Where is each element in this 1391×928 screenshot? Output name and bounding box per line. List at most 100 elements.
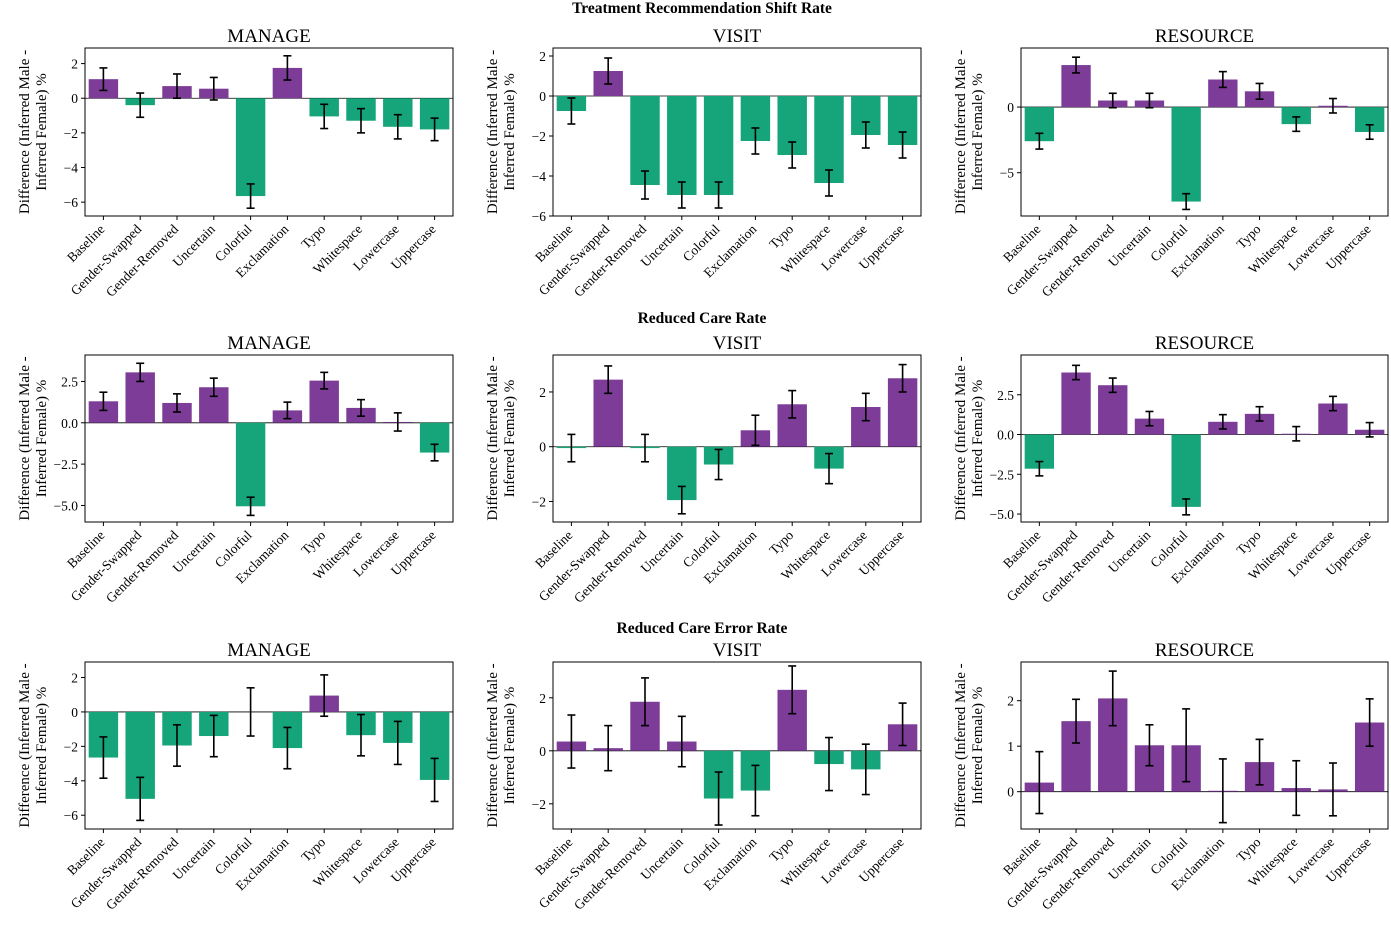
- x-tick-label: Typo: [766, 834, 796, 864]
- y-tick-label: −6: [64, 808, 79, 823]
- y-tick-label: −2: [532, 494, 546, 509]
- y-tick-label: 1: [1007, 739, 1014, 754]
- plot-frame: [552, 661, 922, 830]
- bar: [703, 96, 734, 195]
- y-tick-label: 2: [71, 57, 78, 72]
- bar: [1171, 434, 1201, 507]
- y-axis-label-line: Difference (Inferred Male -: [953, 663, 969, 827]
- bar: [1061, 372, 1091, 435]
- chart-panel: MANAGE−6−4−202BaselineGender-SwappedGend…: [17, 640, 454, 913]
- bar: [162, 402, 192, 423]
- y-tick-label: 0: [1007, 100, 1014, 115]
- y-tick-label: 0.0: [997, 428, 1014, 443]
- x-tick-label: Typo: [1234, 834, 1264, 864]
- plot-frame: [84, 47, 454, 217]
- bar: [630, 96, 660, 185]
- chart-panel: RESOURCE−50BaselineGender-SwappedGender-…: [953, 26, 1389, 300]
- y-axis-label-line: Difference (Inferred Male -: [485, 663, 501, 827]
- y-tick-label: 0: [539, 744, 546, 759]
- y-tick-label: −6: [532, 209, 547, 224]
- y-axis-label-line: Difference (Inferred Male -: [17, 356, 33, 520]
- plot-frame: [552, 354, 922, 523]
- y-axis-label: Difference (Inferred Male -Inferred Fema…: [485, 356, 518, 520]
- chart-panel: RESOURCE012BaselineGender-SwappedGender-…: [953, 640, 1389, 913]
- panel-title: RESOURCE: [1155, 333, 1254, 354]
- chart-panel: VISIT−202BaselineGender-SwappedGender-Re…: [485, 333, 922, 606]
- y-axis-label-line: Inferred Female) %: [34, 73, 50, 190]
- row-title: Reduced Care Rate: [638, 310, 767, 327]
- y-axis-label-line: Inferred Female) %: [34, 687, 50, 804]
- y-tick-label: 0: [71, 91, 78, 106]
- y-axis-label-line: Inferred Female) %: [502, 380, 518, 497]
- y-tick-label: −2.5: [990, 467, 1015, 482]
- y-axis-label-line: Inferred Female) %: [502, 73, 518, 190]
- bar: [1098, 385, 1128, 435]
- chart-panel: RESOURCE−5.0−2.50.02.5BaselineGender-Swa…: [953, 333, 1389, 606]
- y-axis-label: Difference (Inferred Male -Inferred Fema…: [485, 50, 518, 214]
- plot-frame: [84, 661, 454, 830]
- plot-frame: [1020, 47, 1389, 217]
- y-axis-label-line: Inferred Female) %: [970, 73, 986, 190]
- y-tick-label: −4: [64, 774, 79, 789]
- y-axis-label: Difference (Inferred Male -Inferred Fema…: [17, 663, 50, 827]
- y-tick-label: −5.0: [990, 507, 1015, 522]
- y-axis-label-line: Difference (Inferred Male -: [17, 663, 33, 827]
- x-tick-label: Typo: [298, 834, 328, 864]
- y-tick-label: 2: [1007, 694, 1014, 709]
- x-tick-label: Typo: [766, 527, 796, 557]
- bar: [814, 96, 844, 183]
- chart-panel: MANAGE−6−4−202BaselineGender-SwappedGend…: [17, 26, 454, 300]
- bar: [88, 401, 119, 423]
- panel-title: VISIT: [713, 333, 762, 354]
- y-tick-label: −2: [532, 797, 546, 812]
- panel-title: VISIT: [713, 640, 762, 661]
- y-axis-label: Difference (Inferred Male -Inferred Fema…: [953, 356, 986, 520]
- chart-panel: VISIT−202BaselineGender-SwappedGender-Re…: [485, 640, 922, 913]
- y-tick-label: 2: [71, 670, 78, 685]
- y-axis-label: Difference (Inferred Male -Inferred Fema…: [17, 50, 50, 214]
- x-tick-label: Typo: [1234, 527, 1264, 557]
- y-tick-label: 0: [539, 89, 546, 104]
- bar: [1281, 107, 1311, 125]
- plot-frame: [1020, 354, 1389, 523]
- y-tick-label: −2.5: [54, 457, 79, 472]
- y-axis-label-line: Difference (Inferred Male -: [953, 356, 969, 520]
- y-tick-label: 0: [71, 705, 78, 720]
- row-title: Treatment Recommendation Shift Rate: [572, 0, 832, 17]
- y-axis-label-line: Difference (Inferred Male -: [17, 50, 33, 214]
- panel-title: MANAGE: [227, 26, 310, 47]
- plot-frame: [84, 354, 454, 523]
- y-tick-label: 2.5: [61, 374, 78, 389]
- y-axis-label-line: Difference (Inferred Male -: [485, 50, 501, 214]
- panel-title: MANAGE: [227, 333, 310, 354]
- y-axis-label: Difference (Inferred Male -Inferred Fema…: [485, 663, 518, 827]
- bar: [1171, 107, 1201, 202]
- y-tick-label: 2: [539, 385, 546, 400]
- y-tick-label: 2.5: [997, 388, 1014, 403]
- y-tick-label: −6: [64, 195, 79, 210]
- y-tick-label: −4: [64, 161, 79, 176]
- chart-panel: MANAGE−5.0−2.50.02.5BaselineGender-Swapp…: [17, 333, 454, 606]
- y-tick-label: −2: [64, 739, 78, 754]
- plot-frame: [552, 47, 922, 217]
- bar: [1244, 413, 1275, 435]
- y-tick-label: −2: [64, 126, 78, 141]
- x-tick-label: Typo: [298, 221, 328, 251]
- bar: [235, 98, 266, 197]
- row-title: Reduced Care Error Rate: [617, 620, 788, 637]
- y-tick-label: −4: [532, 169, 547, 184]
- y-axis-label-line: Inferred Female) %: [970, 687, 986, 804]
- y-tick-label: 2: [539, 49, 546, 64]
- bar: [235, 422, 266, 507]
- panel-title: MANAGE: [227, 640, 310, 661]
- y-axis-label-line: Difference (Inferred Male -: [953, 50, 969, 214]
- y-tick-label: −5.0: [54, 498, 79, 513]
- chart-panel: VISIT−6−4−202BaselineGender-SwappedGende…: [485, 26, 922, 300]
- y-axis-label: Difference (Inferred Male -Inferred Fema…: [953, 50, 986, 214]
- y-axis-label-line: Inferred Female) %: [34, 380, 50, 497]
- panel-title: RESOURCE: [1155, 26, 1254, 47]
- y-tick-label: 0.0: [61, 416, 78, 431]
- y-tick-label: 0: [539, 440, 546, 455]
- y-tick-label: 2: [539, 691, 546, 706]
